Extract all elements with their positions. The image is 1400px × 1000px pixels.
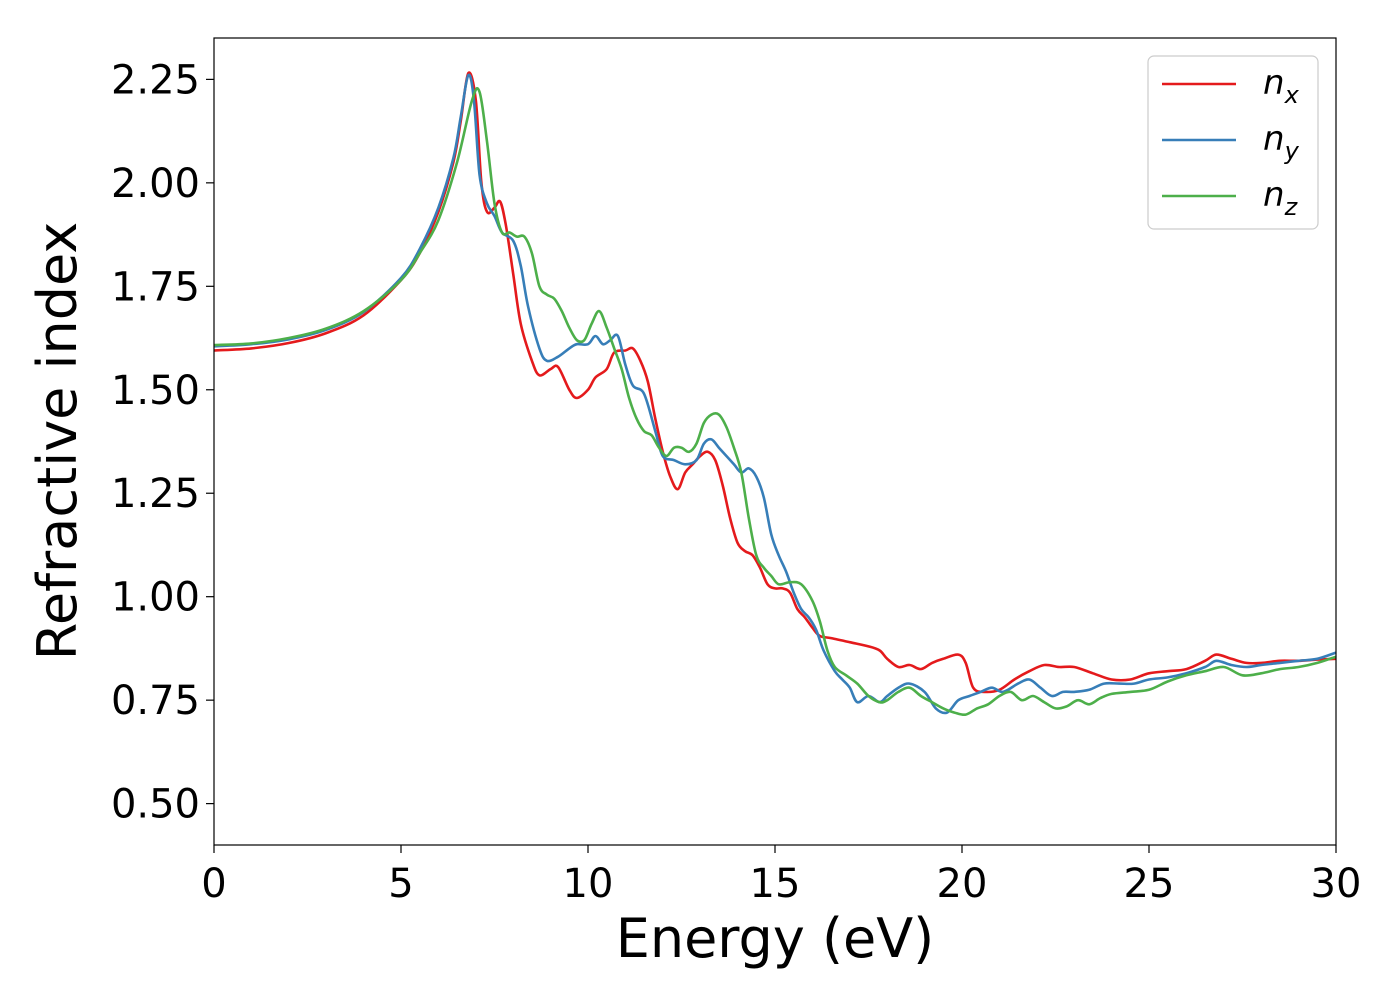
y-tick-label: 1.50	[111, 368, 200, 414]
legend-label-subscript: z	[1284, 193, 1299, 221]
legend-label-nx: nx	[1263, 63, 1300, 109]
x-tick-label: 20	[937, 861, 988, 907]
x-axis-ticks: 0 5 10 15 20 25 30	[201, 845, 1361, 907]
y-axis-ticks: 0.50 0.75 1.00 1.25 1.50 1.75 2.00 2.25	[111, 57, 214, 828]
x-tick-label: 15	[750, 861, 801, 907]
series-line-nz	[214, 87, 1336, 717]
y-tick-label: 1.25	[111, 471, 200, 517]
series-layer	[214, 71, 1336, 717]
y-axis-label: Refractive index	[26, 222, 89, 661]
x-tick-label: 5	[388, 861, 413, 907]
x-axis-label: Energy (eV)	[616, 907, 935, 970]
legend-label-nz: nz	[1263, 175, 1299, 221]
y-tick-label: 0.50	[111, 782, 200, 828]
x-tick-label: 0	[201, 861, 226, 907]
legend-label-symbol: n	[1263, 175, 1285, 215]
legend-frame	[1147, 55, 1319, 230]
legend-label-subscript: x	[1284, 81, 1300, 109]
y-tick-label: 1.00	[111, 575, 200, 621]
legend-label-ny: ny	[1263, 119, 1300, 165]
y-tick-label: 2.00	[111, 161, 200, 207]
series-line-nx	[214, 71, 1336, 694]
legend-label-subscript: y	[1284, 137, 1300, 165]
x-tick-label: 30	[1311, 861, 1362, 907]
x-tick-label: 10	[563, 861, 614, 907]
y-tick-label: 0.75	[111, 678, 200, 724]
legend-label-symbol: n	[1263, 63, 1285, 103]
legend-label-symbol: n	[1263, 119, 1285, 159]
y-tick-label: 1.75	[111, 264, 200, 310]
y-tick-label: 2.25	[111, 57, 200, 103]
x-tick-label: 25	[1124, 861, 1175, 907]
